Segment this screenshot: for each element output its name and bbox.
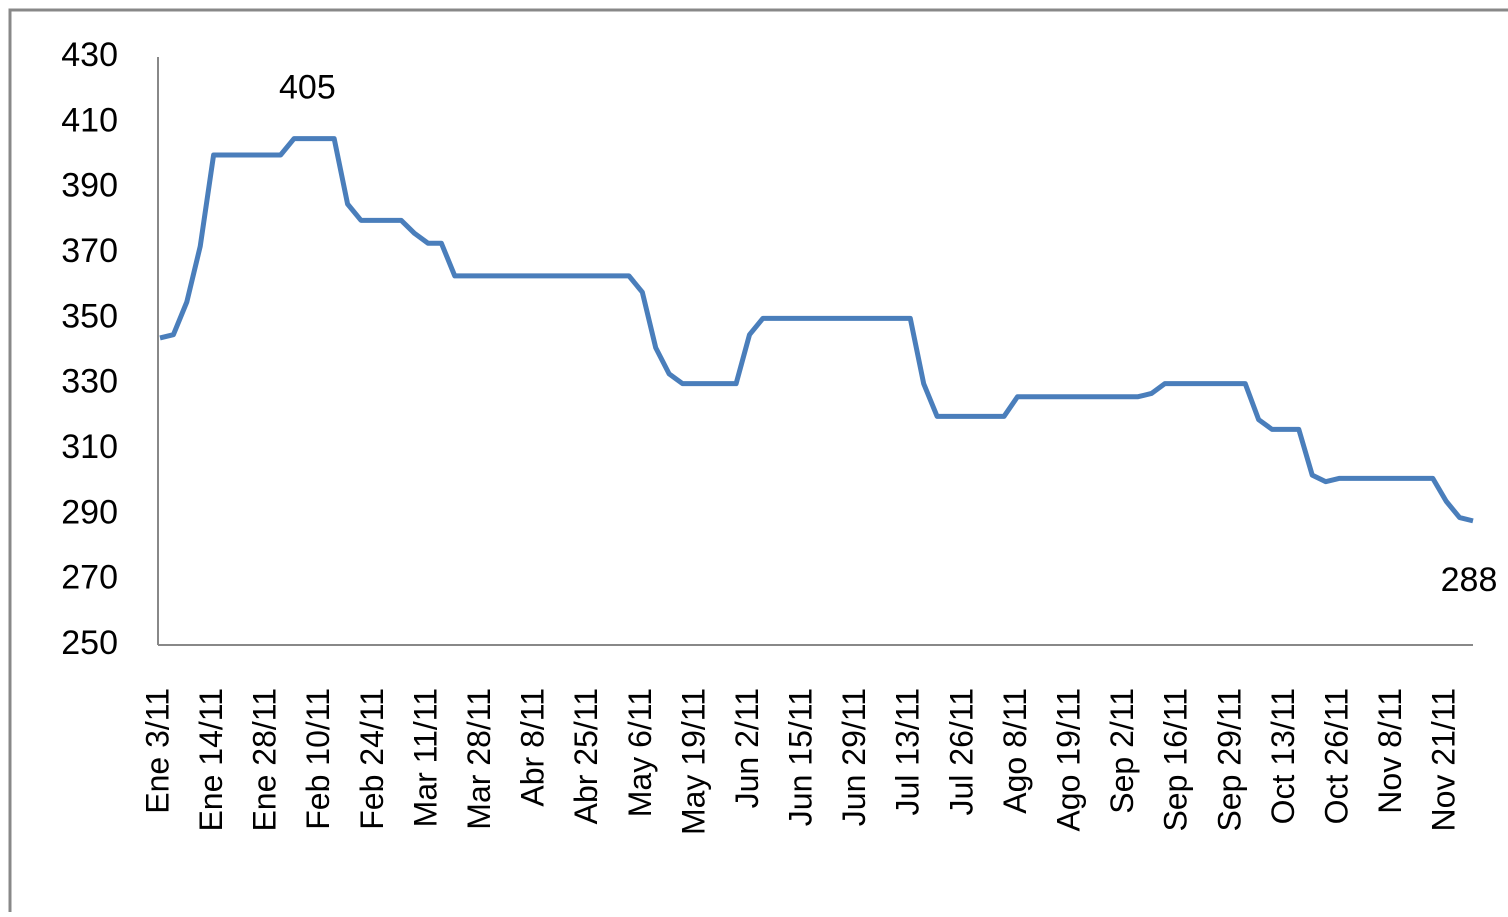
x-tick-label: Oct 26/11 (1318, 688, 1354, 824)
chart-frame (8, 8, 1508, 917)
x-tick-label: Jul 13/11 (890, 688, 926, 816)
x-tick-label: May 6/11 (622, 688, 658, 817)
x-tick-label: Feb 10/11 (300, 688, 336, 830)
line-series (159, 136, 1474, 524)
x-tick-label: Ago 19/11 (1051, 688, 1087, 832)
x-tick-label: Sep 29/11 (1211, 688, 1247, 832)
x-tick-label: Abr 25/11 (568, 688, 604, 824)
y-tick-label: 270 (61, 559, 118, 597)
y-tick-label: 410 (61, 101, 118, 139)
y-tick-label: 250 (61, 624, 118, 662)
y-tick-label: 330 (61, 363, 118, 401)
x-tick-label: May 19/11 (675, 688, 711, 835)
x-tick-label: Oct 13/11 (1265, 688, 1301, 824)
y-tick-label: 350 (61, 297, 118, 335)
x-tick-label: Sep 2/11 (1104, 688, 1140, 814)
x-tick-label: Mar 28/11 (461, 688, 497, 830)
x-tick-label: Jun 15/11 (783, 688, 819, 826)
x-tick-label: Ene 28/11 (247, 688, 283, 832)
y-tick-label: 430 (61, 36, 118, 74)
x-tick-label: Nov 8/11 (1372, 688, 1408, 814)
x-tick-label: Feb 24/11 (354, 688, 390, 830)
x-tick-label: Ago 8/11 (997, 688, 1033, 814)
data-label: 405 (279, 69, 336, 107)
y-tick-label: 310 (61, 428, 118, 466)
y-tick-label: 370 (61, 232, 118, 270)
x-tick-label: Jun 29/11 (836, 688, 872, 826)
y-tick-label: 390 (61, 167, 118, 205)
x-tick-label: Sep 16/11 (1158, 688, 1194, 832)
x-tick-label: Nov 21/11 (1426, 688, 1462, 832)
x-tick-label: Ene 3/11 (139, 688, 175, 814)
y-tick-label: 290 (61, 493, 118, 531)
data-label: 288 (1441, 561, 1498, 599)
x-tick-label: Abr 8/11 (515, 688, 551, 807)
x-tick-label: Jul 26/11 (943, 688, 979, 816)
x-tick-label: Mar 11/11 (407, 688, 443, 827)
x-tick-label: Ene 14/11 (193, 688, 229, 832)
x-tick-label: Jun 2/11 (729, 688, 765, 808)
